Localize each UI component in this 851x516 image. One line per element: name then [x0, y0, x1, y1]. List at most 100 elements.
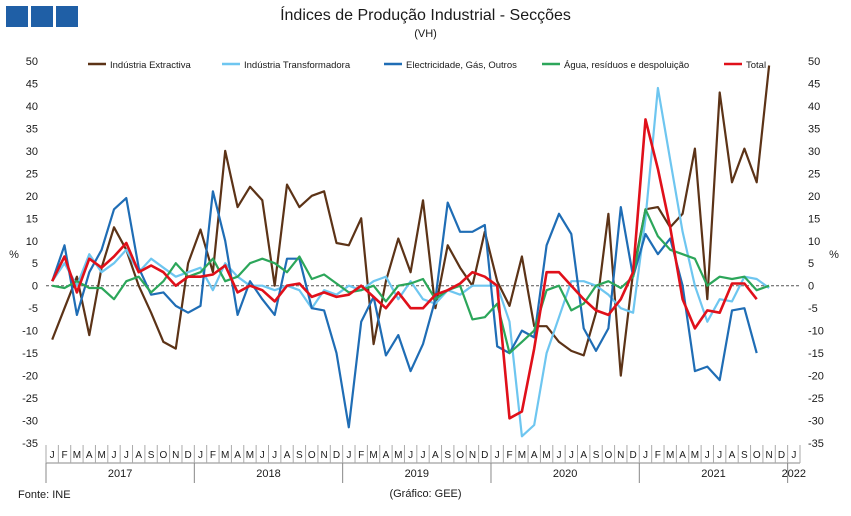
month-tick-label: M	[221, 450, 229, 461]
month-tick-label: F	[358, 450, 364, 461]
month-tick-label: M	[369, 450, 377, 461]
year-tick-label: 2017	[108, 468, 132, 480]
y-tick-label-left: 50	[26, 56, 38, 68]
y-tick-label-right: -35	[808, 438, 824, 450]
month-tick-label: D	[481, 450, 488, 461]
month-tick-label: A	[531, 450, 538, 461]
y-tick-label-right: -10	[808, 326, 824, 338]
month-tick-label: D	[630, 450, 637, 461]
month-tick-label: N	[765, 450, 772, 461]
month-tick-label: A	[135, 450, 142, 461]
month-tick-label: S	[148, 450, 155, 461]
month-tick-label: J	[198, 450, 203, 461]
month-tick-label: A	[432, 450, 439, 461]
month-tick-label: N	[469, 450, 476, 461]
month-tick-label: M	[246, 450, 254, 461]
y-tick-label-left: -30	[22, 416, 38, 428]
month-tick-label: J	[421, 450, 426, 461]
logo-block-1	[6, 6, 28, 27]
month-tick-label: A	[729, 450, 736, 461]
month-tick-label: J	[643, 450, 648, 461]
y-tick-label-right: -25	[808, 393, 824, 405]
month-tick-label: J	[272, 450, 277, 461]
month-tick-label: O	[605, 450, 613, 461]
month-tick-label: N	[617, 450, 624, 461]
source-note: Fonte: INE	[18, 489, 71, 501]
y-tick-label-left: -15	[22, 348, 38, 360]
y-tick-label-right: -15	[808, 348, 824, 360]
legend-label: Indústria Extractiva	[110, 60, 191, 71]
month-tick-label: S	[593, 450, 600, 461]
y-tick-label-left: 15	[26, 213, 38, 225]
logo-block-2	[31, 6, 53, 27]
month-tick-label: J	[124, 450, 129, 461]
y-tick-label-left: -5	[28, 303, 38, 315]
chart-series	[51, 65, 771, 438]
y-tick-label-right: 25	[808, 168, 820, 180]
month-tick-label: N	[172, 450, 179, 461]
y-tick-label-left: 25	[26, 168, 38, 180]
month-tick-label: S	[741, 450, 748, 461]
gee-logo	[6, 6, 78, 27]
year-tick-label: 2020	[553, 468, 577, 480]
y-tick-label-right: -20	[808, 371, 824, 383]
y-tick-label-left: -25	[22, 393, 38, 405]
month-tick-label: A	[86, 450, 93, 461]
month-tick-label: M	[666, 450, 674, 461]
month-tick-label: J	[50, 450, 55, 461]
y-tick-label-left: 40	[26, 101, 38, 113]
chart-legend: Indústria Extractiva Indústria Transforma…	[88, 60, 766, 71]
y-tick-label-left: 10	[26, 236, 38, 248]
y-tick-label-right: -5	[808, 303, 818, 315]
month-tick-label: J	[495, 450, 500, 461]
month-tick-label: O	[160, 450, 168, 461]
month-tick-label: D	[333, 450, 340, 461]
legend-label: Indústria Transformadora	[244, 60, 351, 71]
month-tick-label: A	[383, 450, 390, 461]
y-tick-label-right: 20	[808, 191, 820, 203]
month-tick-label: A	[679, 450, 686, 461]
y-tick-label-left: 20	[26, 191, 38, 203]
logo-block-3	[56, 6, 78, 27]
month-tick-label: O	[456, 450, 464, 461]
y-tick-label-right: 35	[808, 123, 820, 135]
y-tick-label-right: 5	[808, 258, 814, 270]
month-tick-label: M	[518, 450, 526, 461]
chart-credit: (Gráfico: GEE)	[389, 488, 462, 500]
year-tick-label: 2022	[782, 468, 806, 480]
month-tick-label: A	[580, 450, 587, 461]
y-tick-label-left: -10	[22, 326, 38, 338]
month-tick-label: A	[234, 450, 241, 461]
year-tick-label: 2019	[405, 468, 429, 480]
y-tick-label-right: 30	[808, 146, 820, 158]
month-tick-label: J	[705, 450, 710, 461]
legend-label: Total	[746, 60, 766, 71]
year-tick-label: 2021	[701, 468, 725, 480]
y-tick-label-right: 10	[808, 236, 820, 248]
y-tick-label-left: 45	[26, 78, 38, 90]
y-tick-label-left: 35	[26, 123, 38, 135]
series-line-total	[51, 118, 758, 420]
month-tick-label: M	[97, 450, 105, 461]
month-tick-label: O	[308, 450, 316, 461]
y-tick-label-right: 0	[808, 281, 814, 293]
chart-title: Índices de Produção Industrial - Secções	[280, 7, 571, 24]
month-tick-label: O	[753, 450, 761, 461]
y-tick-label-left: -20	[22, 371, 38, 383]
series-line-agua-residuos-e-despoluicao	[51, 208, 770, 355]
y-tick-label-right: 50	[808, 56, 820, 68]
chart-subtitle: (VH)	[414, 28, 437, 40]
month-tick-label: F	[61, 450, 67, 461]
month-tick-label: D	[185, 450, 192, 461]
month-tick-label: M	[691, 450, 699, 461]
month-tick-label: J	[556, 450, 561, 461]
month-tick-label: F	[210, 450, 216, 461]
month-tick-label: M	[542, 450, 550, 461]
month-tick-label: N	[320, 450, 327, 461]
y-tick-label-left: 0	[32, 281, 38, 293]
y-tick-label-right: 40	[808, 101, 820, 113]
month-tick-label: J	[408, 450, 413, 461]
month-tick-label: J	[111, 450, 116, 461]
